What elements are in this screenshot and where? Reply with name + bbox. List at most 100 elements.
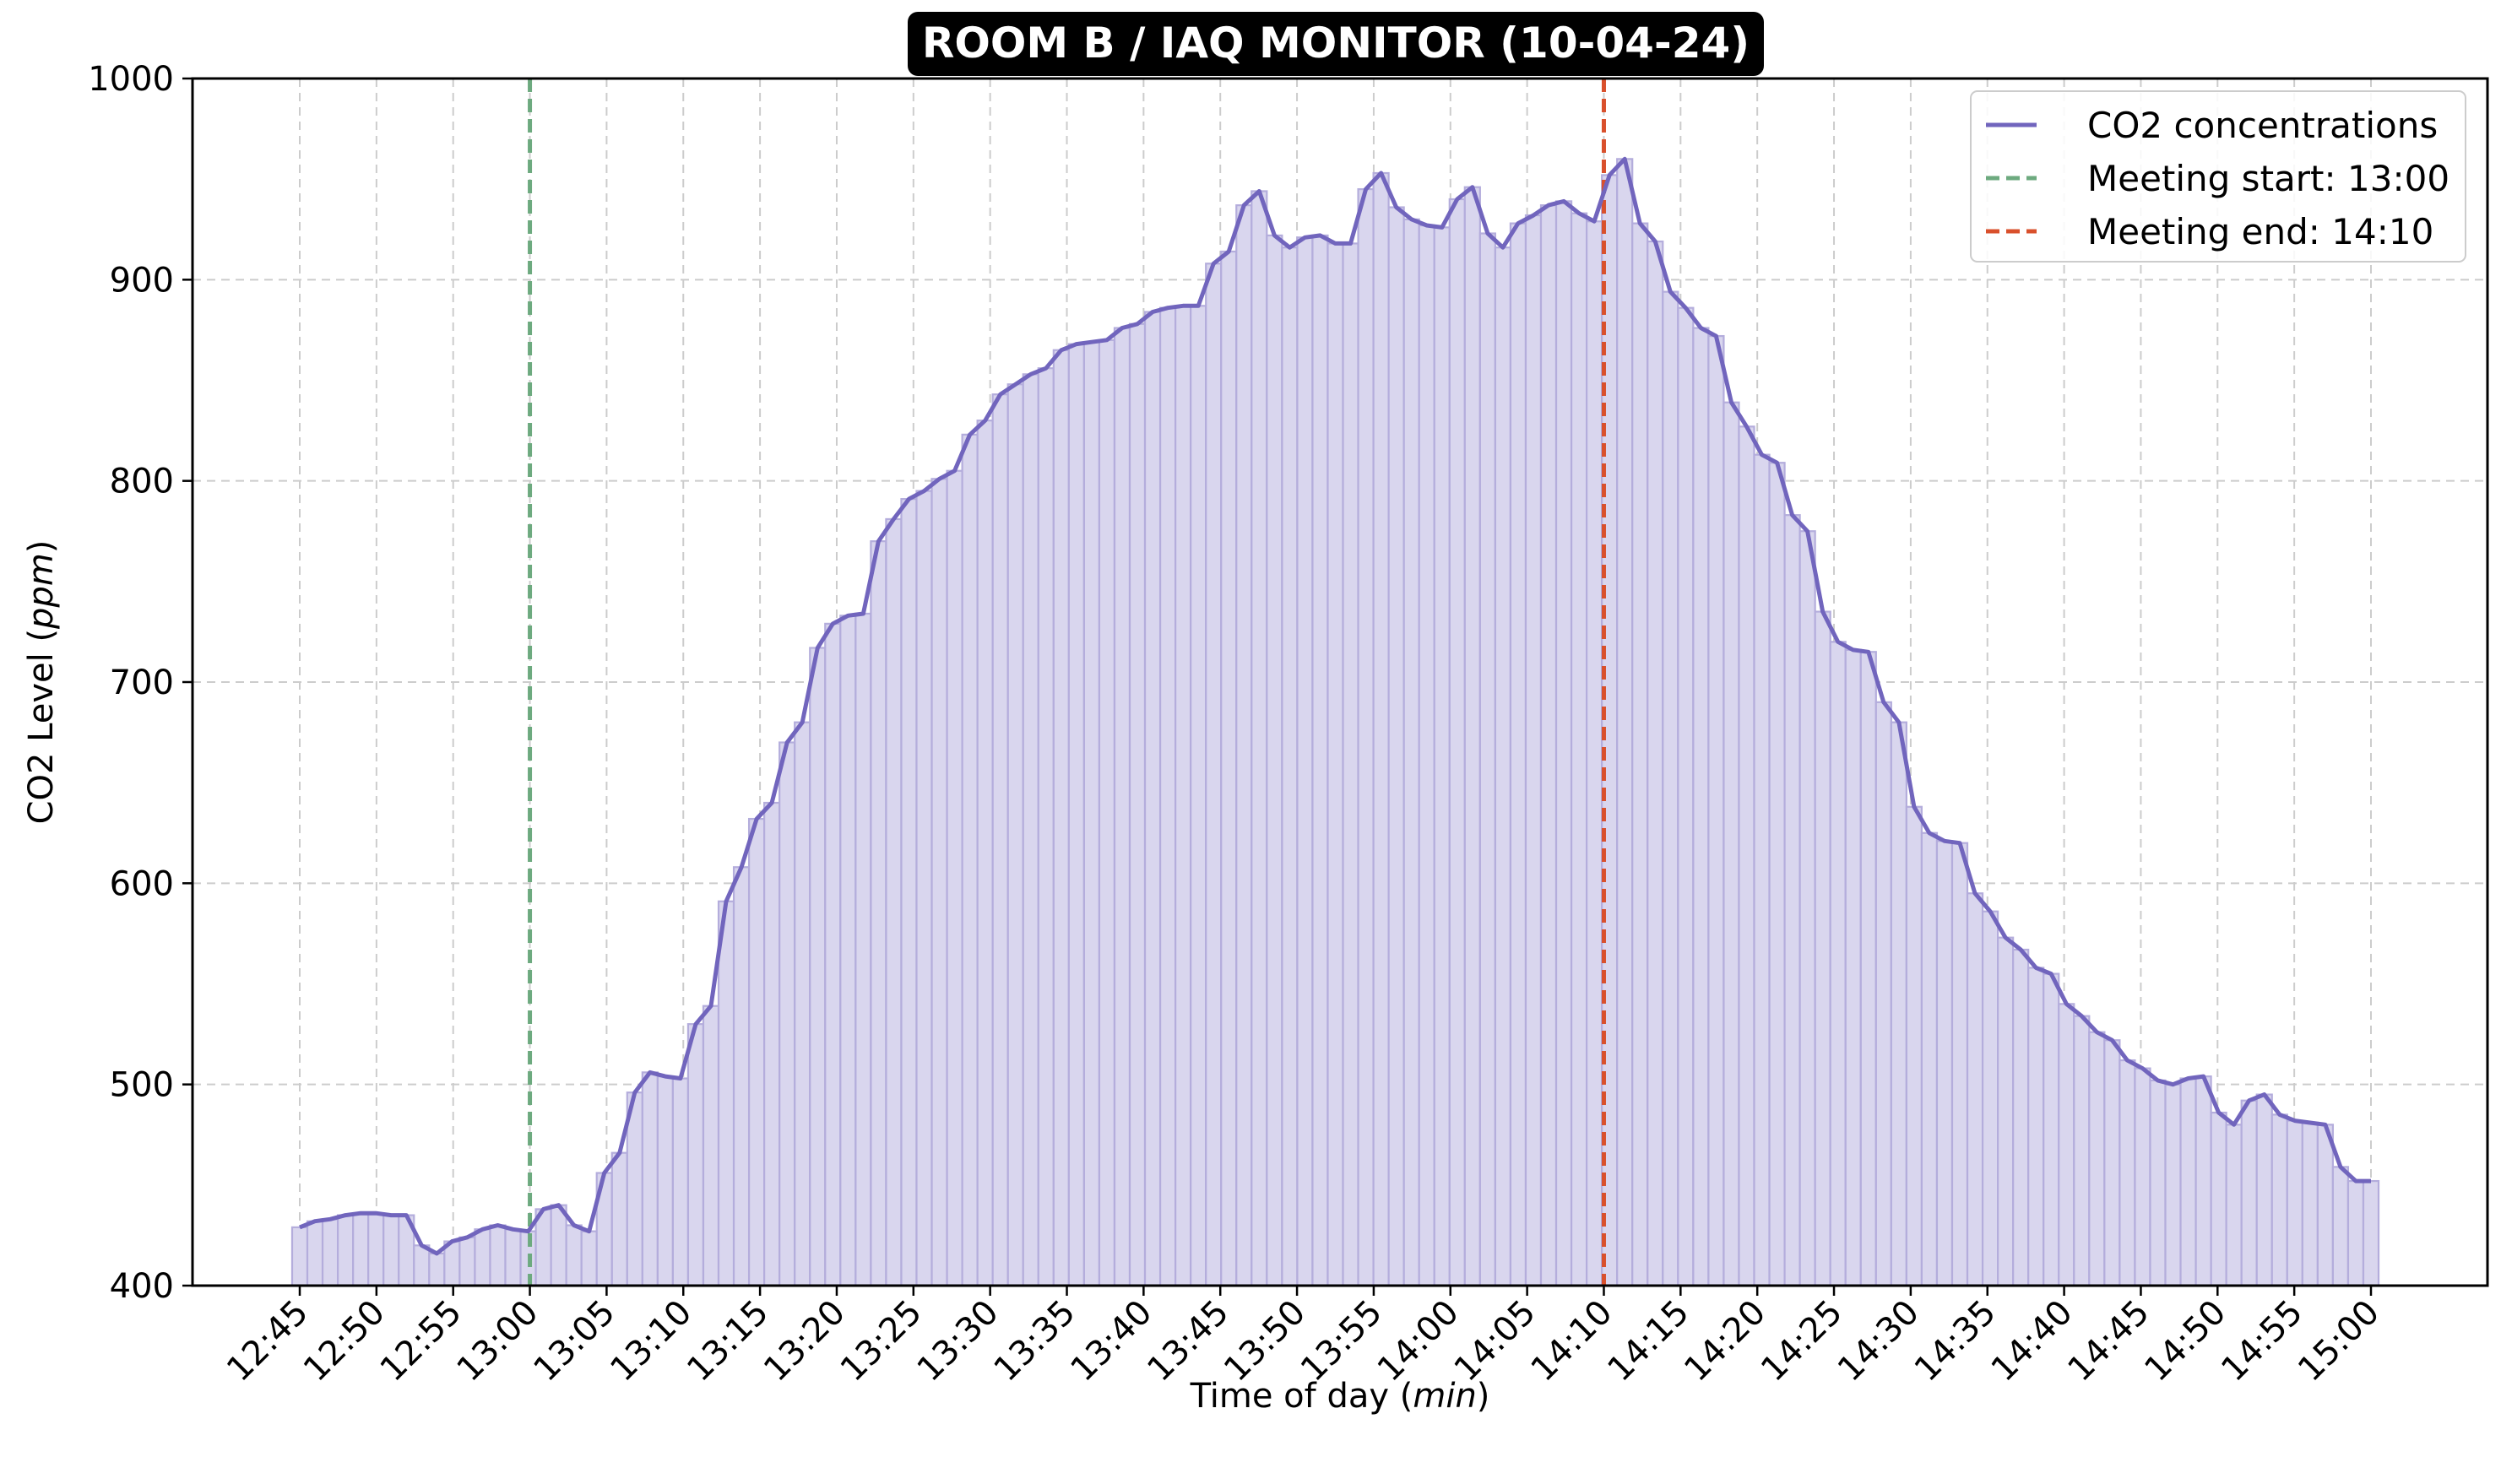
co2-bar (779, 741, 796, 1287)
legend-label-meeting-start: Meeting start: 13:00 (2087, 158, 2449, 199)
x-tick-label: 14:30 (1831, 1293, 1927, 1389)
co2-bar (870, 540, 887, 1287)
co2-bar (1494, 246, 1512, 1287)
co2-bar (1647, 240, 1664, 1287)
co2-bar (1342, 242, 1359, 1287)
co2-bar (747, 817, 766, 1287)
chart-title: ROOM B / IAQ MONITOR (10-04-24) (922, 19, 1750, 68)
co2-bar (839, 615, 857, 1287)
y-tick-label: 600 (110, 864, 174, 903)
co2-bar (352, 1212, 370, 1287)
x-axis: 12:4512:5012:5513:0013:0513:1013:1513:20… (220, 1286, 2387, 1389)
x-tick-label: 12:55 (373, 1293, 469, 1389)
co2-bar (2194, 1075, 2212, 1287)
co2-bar (1920, 831, 1939, 1287)
legend-label-meeting-end: Meeting end: 14:10 (2087, 211, 2433, 252)
co2-bar (809, 647, 827, 1287)
co2-bar (306, 1220, 324, 1287)
co2-bar (321, 1218, 339, 1287)
co2-bar (2073, 1015, 2091, 1287)
co2-bar (1113, 327, 1131, 1287)
x-tick-label: 13:00 (450, 1293, 546, 1389)
co2-bar (1098, 339, 1116, 1287)
co2-bar (1463, 186, 1481, 1287)
legend-box (1970, 90, 2466, 263)
co2-bar (717, 900, 735, 1287)
co2-bar (1616, 158, 1634, 1287)
x-tick-label: 14:50 (2137, 1293, 2233, 1389)
x-tick-label: 14:45 (2060, 1293, 2157, 1389)
co2-bar (367, 1212, 385, 1287)
co2-bar (1037, 367, 1055, 1287)
x-tick-label: 13:20 (757, 1293, 853, 1389)
x-tick-label: 14:40 (1984, 1293, 2081, 1389)
co2-bar (1890, 721, 1907, 1287)
co2-bar (1935, 840, 1954, 1287)
co2-bar (2301, 1121, 2319, 1287)
co2-bar (1783, 514, 1801, 1287)
co2-bar (763, 801, 781, 1287)
x-tick-label: 14:25 (1754, 1293, 1850, 1389)
co2-bar (336, 1214, 355, 1287)
co2-bar (824, 622, 842, 1287)
co2-bar (1829, 641, 1847, 1287)
x-tick-label: 13:25 (833, 1293, 930, 1389)
co2-bar (2286, 1119, 2303, 1287)
co2-bar (1235, 204, 1253, 1287)
co2-bar (2012, 948, 2030, 1287)
co2-bar (900, 498, 918, 1287)
co2-bar (1357, 187, 1375, 1287)
co2-bar (1738, 425, 1755, 1287)
co2-bar (2149, 1079, 2167, 1287)
x-tick-label: 14:05 (1447, 1293, 1543, 1389)
co2-series-line (299, 156, 2371, 1256)
co2-bar (1448, 198, 1466, 1287)
co2-bar (1433, 226, 1451, 1287)
co2-bar (413, 1244, 431, 1287)
x-tick-label: 12:45 (220, 1293, 316, 1389)
co2-bar (1266, 234, 1283, 1287)
bars (290, 158, 2380, 1287)
x-tick-label: 13:30 (910, 1293, 1006, 1389)
co2-bar (1372, 171, 1390, 1287)
co2-bar (1996, 936, 2015, 1287)
co2-bar (656, 1075, 675, 1287)
x-tick-label: 13:05 (526, 1293, 622, 1389)
co2-bar (1677, 306, 1695, 1287)
co2-bar (794, 721, 811, 1287)
co2-bar (580, 1230, 598, 1287)
co2-bar (1539, 204, 1558, 1287)
co2-bar (2255, 1093, 2273, 1287)
co2-bar (1143, 311, 1162, 1287)
co2-bar (2331, 1166, 2350, 1287)
y-axis-label: CO2 Level (ppm) (22, 540, 61, 825)
co2-bar (1478, 232, 1496, 1287)
co2-bar (1250, 190, 1268, 1287)
co2-bar (1981, 910, 1999, 1287)
co2-bar (961, 433, 979, 1287)
y-axis: 400 500 600 700 800 900 1000 (88, 60, 193, 1306)
co2-bar (1631, 222, 1649, 1287)
y-tick-label: 400 (110, 1267, 174, 1306)
co2-bar (1418, 224, 1435, 1287)
x-axis-label: Time of day (min) (1190, 1377, 1490, 1416)
title-box (908, 12, 1764, 76)
co2-bar (854, 612, 872, 1287)
co2-bar (1220, 250, 1238, 1287)
co2-bar (458, 1236, 476, 1287)
y-tick-label: 800 (110, 463, 174, 501)
y-tick-label: 1000 (88, 60, 174, 99)
co2-bar (1052, 349, 1070, 1287)
co2-bar (1326, 242, 1344, 1287)
co2-bar (946, 469, 963, 1287)
x-tick-label: 13:10 (603, 1293, 699, 1389)
co2-bar (2346, 1179, 2365, 1287)
co2-bar (1768, 462, 1786, 1287)
co2-bar (1296, 236, 1314, 1287)
co2-bar (1387, 206, 1405, 1287)
co2-bar (702, 1005, 720, 1287)
co2-bar (686, 1023, 705, 1287)
co2-bar (489, 1224, 507, 1287)
co2-bar (2027, 967, 2045, 1287)
x-tick-label: 14:10 (1524, 1293, 1620, 1389)
